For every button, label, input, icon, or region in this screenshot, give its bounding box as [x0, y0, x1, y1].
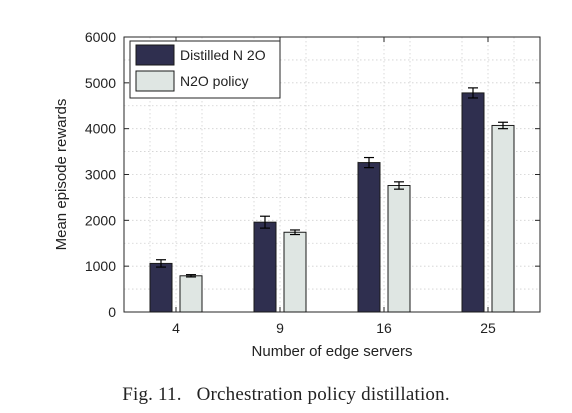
figure-caption: Fig. 11. Orchestration policy distillati…: [0, 384, 572, 406]
bar-distilled-25: [461, 92, 485, 313]
legend-swatch-distilled: [135, 44, 175, 66]
y-tick-label: 6000: [85, 29, 116, 45]
bar-chart: 0 1000 2000 3000 4000 5000 6000 4 9 16 25 Number …: [53, 29, 541, 360]
bar-marks: [149, 92, 515, 313]
y-axis-label: Mean episode rewards: [53, 99, 70, 251]
bar-n2o-9: [283, 231, 307, 313]
caption-label: Fig. 11.: [122, 384, 182, 405]
legend-label-distilled: Distilled N 2O: [180, 47, 266, 63]
legend-swatch-n2o: [135, 70, 175, 92]
y-tick-label: 0: [108, 304, 116, 320]
x-axis-label: Number of edge servers: [252, 343, 413, 360]
error-bars: [156, 87, 508, 278]
y-tick-label: 1000: [85, 258, 116, 274]
y-tick-label: 4000: [85, 121, 116, 137]
y-axis-ticks: 0 1000 2000 3000 4000 5000 6000: [85, 29, 540, 320]
x-tick-label: 16: [376, 320, 392, 336]
x-tick-label: 9: [276, 320, 284, 336]
legend-label-n2o: N2O policy: [180, 73, 248, 89]
caption-text: Orchestration policy distillation.: [196, 384, 450, 405]
bar-n2o-16: [387, 185, 411, 313]
bar-distilled-16: [357, 162, 381, 313]
bar-distilled-9: [253, 221, 277, 313]
x-tick-label: 25: [480, 320, 496, 336]
y-tick-label: 5000: [85, 75, 116, 91]
bar-distilled-4: [149, 262, 173, 313]
y-tick-label: 2000: [85, 212, 116, 228]
legend: Distilled N 2O N2O policy: [129, 40, 281, 99]
bar-n2o-25: [491, 124, 515, 313]
bar-n2o-4: [179, 275, 203, 313]
y-tick-label: 3000: [85, 167, 116, 183]
x-axis-ticks: 4 9 16 25: [172, 37, 496, 336]
x-tick-label: 4: [172, 320, 180, 336]
